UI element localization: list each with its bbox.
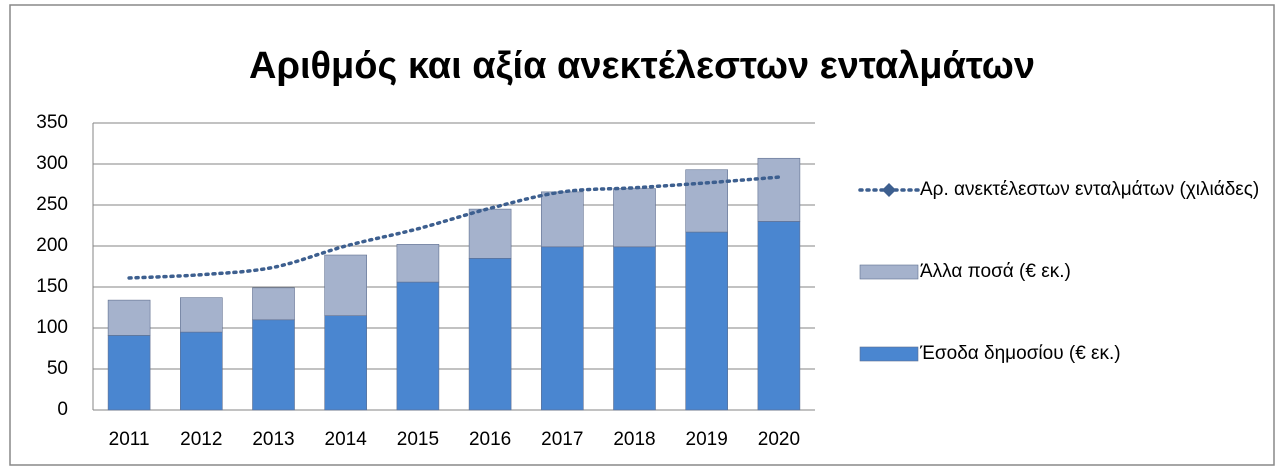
- legend-label: Έσοδα δημοσίου (€ εκ.): [920, 343, 1121, 364]
- y-tick-label: 50: [47, 358, 68, 379]
- legend-label: Αρ. ανεκτέλεστων ενταλμάτων (χιλιάδες): [920, 179, 1260, 200]
- bar: [468, 257, 512, 411]
- x-tick-label: 2017: [541, 429, 583, 450]
- bar: [757, 157, 801, 222]
- bar: [324, 254, 368, 317]
- x-tick-label: 2014: [325, 429, 368, 450]
- bar: [396, 281, 440, 411]
- bar: [324, 315, 368, 411]
- bar: [180, 331, 223, 411]
- legend-swatch: [859, 346, 919, 362]
- legend-marker: [882, 183, 896, 197]
- bar: [252, 287, 295, 321]
- y-tick-label: 100: [36, 317, 68, 338]
- bar: [468, 208, 512, 259]
- x-tick-label: 2020: [758, 429, 800, 450]
- bar: [613, 188, 656, 248]
- bar: [107, 335, 151, 411]
- chart-title: Αριθμός και αξία ανεκτέλεστων ενταλμάτων: [249, 45, 1035, 87]
- x-tick-label: 2012: [180, 429, 222, 450]
- legend-swatch: [859, 264, 919, 280]
- bar: [396, 244, 440, 283]
- bar: [613, 246, 656, 411]
- bar: [540, 191, 584, 248]
- bar: [685, 169, 729, 233]
- y-tick-label: 250: [36, 194, 68, 215]
- y-tick-label: 150: [36, 276, 68, 297]
- x-tick-label: 2018: [613, 429, 655, 450]
- x-tick-label: 2016: [469, 429, 511, 450]
- bar: [757, 221, 801, 411]
- x-tick-label: 2013: [252, 429, 294, 450]
- bar: [107, 299, 151, 336]
- x-tick-label: 2019: [686, 429, 728, 450]
- bar: [252, 319, 295, 411]
- y-tick-label: 350: [36, 112, 68, 133]
- x-tick-label: 2011: [109, 429, 150, 450]
- x-tick-label: 2015: [397, 429, 439, 450]
- legend-label: Άλλα ποσά (€ εκ.): [920, 261, 1071, 282]
- bar: [540, 246, 584, 411]
- y-tick-label: 300: [36, 153, 68, 174]
- trend-line: [127, 175, 781, 280]
- y-tick-label: 200: [36, 235, 68, 256]
- bar: [180, 297, 223, 333]
- bar: [685, 231, 729, 411]
- y-tick-label: 0: [57, 399, 68, 420]
